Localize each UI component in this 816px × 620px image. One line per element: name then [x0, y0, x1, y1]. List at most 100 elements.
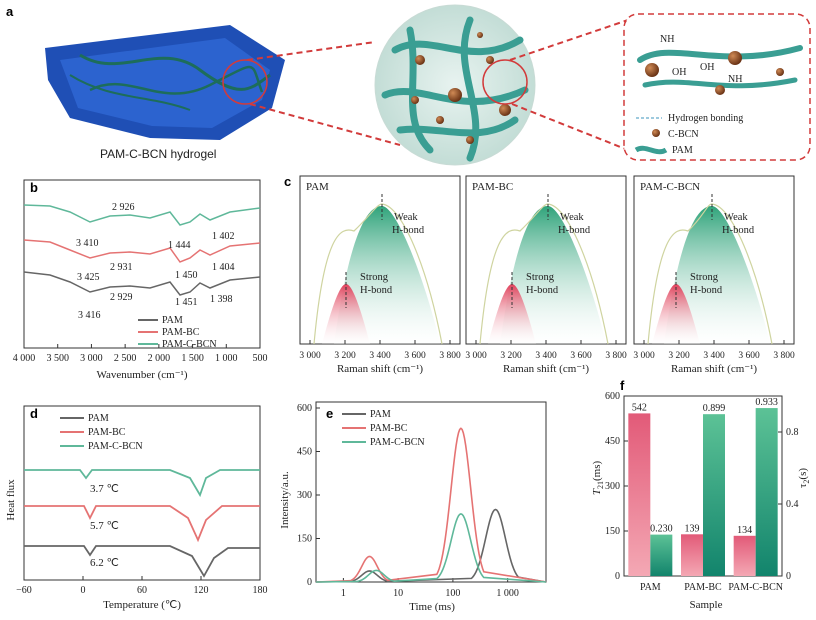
bar-label-tau2: 0.933: [755, 397, 778, 408]
x-tick-label: 0: [81, 585, 86, 596]
curve-pam: [23, 271, 261, 296]
t2-curve-pam-bc: [315, 427, 547, 583]
zoom-line: [509, 19, 629, 61]
panel-f-ylabel-right: τ2(s): [797, 468, 811, 488]
legend-pam-bc: PAM-BC: [162, 327, 200, 338]
strong-label: H-bond: [360, 285, 393, 296]
curve-pam-c-bcn: [23, 204, 261, 226]
y2-tick-label: 0: [786, 571, 791, 582]
y-tick-label: 600: [297, 403, 312, 414]
x-tick-label: 3 500: [46, 353, 69, 364]
x-tick-label: 1 000: [215, 353, 238, 364]
x-tick-label: 2 500: [114, 353, 137, 364]
dsc-curves: [24, 469, 260, 578]
peak-label: 1 444: [168, 240, 191, 251]
x-tick-label: 120: [194, 585, 209, 596]
x-tick-label: 3 400: [535, 351, 557, 361]
weak-label: H-bond: [722, 225, 755, 236]
panel-f-xlabel: Sample: [690, 599, 723, 611]
bar-label-t21: 134: [737, 525, 752, 536]
zoom-line: [511, 103, 629, 151]
x-tick-label: 1 000: [496, 588, 519, 599]
peak-label: 3 425: [77, 272, 100, 283]
curve-pam-bc: [23, 239, 261, 263]
strong-label: H-bond: [526, 285, 559, 296]
x-tick-label: 3 200: [668, 351, 690, 361]
raman-xlabel: Raman shift (cm⁻¹): [671, 363, 757, 375]
nh2-group-label: NH: [728, 74, 742, 85]
bar-label-t21: 542: [632, 402, 647, 413]
panel-e-frame: [315, 401, 547, 583]
curve-pam: [24, 545, 260, 578]
zoom-circle-small: [222, 59, 268, 105]
x-tick-label: 3 000: [633, 351, 655, 361]
x-tick-label: 180: [253, 585, 268, 596]
bar-tau2: [703, 414, 725, 576]
bar-t21: [733, 535, 756, 576]
peak-label: 3 410: [76, 238, 99, 249]
ftir-legend: PAM PAM-BC PAM-C-BCN: [138, 315, 217, 350]
legend-cbcn: C-BCN: [668, 129, 699, 140]
y2-tick-label: 0.8: [786, 427, 799, 438]
x-tick-label: 3 400: [703, 351, 725, 361]
hydrogel-caption: PAM-C-BCN hydrogel: [100, 147, 216, 161]
weak-hbond-peak: [664, 206, 770, 344]
peak-label: 2 929: [110, 292, 133, 303]
x-tick-label: 3 600: [570, 351, 592, 361]
dsc-legend: PAM PAM-BC PAM-C-BCN: [60, 413, 143, 452]
y-tick-label: 450: [605, 436, 620, 447]
bar-label-tau2: 0.230: [650, 524, 673, 535]
panel-e-axes: 0 150 300 450 600 1 10 100 1 000: [297, 401, 547, 599]
strong-label: Strong: [360, 272, 389, 283]
bar-tau2: [755, 408, 778, 576]
raman-subpanel: PAM Weak H-bond Strong H-bond 3 000 3 200 3 400…: [299, 175, 461, 375]
panel-d-frame: [23, 405, 261, 581]
weak-label: H-bond: [392, 225, 425, 236]
legend-pam-c-bcn: PAM-C-BCN: [370, 437, 425, 448]
zoom-line: [249, 103, 401, 146]
x-tick-label: 3 200: [334, 351, 356, 361]
raman-subpanel: PAM-BC Weak H-bond Strong H-bond 3 000 3 200 3 …: [465, 175, 627, 375]
legend-pam: PAM: [672, 145, 693, 156]
peak-label: 2 931: [110, 262, 133, 273]
category-label: PAM: [640, 582, 661, 593]
panel-b-label: b: [30, 180, 38, 195]
curve-pam-c-bcn: [24, 469, 260, 498]
legend-pam-bc: PAM-BC: [370, 423, 408, 434]
dsc-annotation: 5.7 ℃: [90, 520, 119, 532]
x-tick-label: 1: [341, 588, 346, 599]
y-tick-label: 0: [615, 571, 620, 582]
panel-d-xticks: −60 0 60 120 180: [16, 576, 268, 596]
t2-legend: PAM PAM-BC PAM-C-BCN: [342, 409, 425, 448]
hydrogel-photo: [45, 25, 285, 140]
t2-curve-pam: [315, 508, 547, 583]
oh-group-label: OH: [700, 62, 714, 73]
t2-curve-pam-c-bcn: [315, 512, 547, 583]
peak-label: 1 451: [175, 297, 198, 308]
bar-label-tau2: 0.899: [703, 403, 726, 414]
bar-t21: [628, 413, 651, 576]
panel-d-ylabel: Heat flux: [5, 479, 17, 521]
envelope-curve: [313, 203, 443, 345]
x-tick-label: 3 800: [773, 351, 795, 361]
panel-c-label: c: [284, 174, 291, 189]
legend-pam: PAM: [370, 409, 391, 420]
raman-xlabel: Raman shift (cm⁻¹): [337, 363, 423, 375]
raman-subpanel: PAM-C-BCN Weak H-bond Strong H-bond 3 000 3 20…: [633, 175, 795, 375]
dsc-annotation: 3.7 ℃: [90, 483, 119, 495]
panel-b-xticks: 4 000 3 500 3 000 2 500 2 000 1 500 1 000 500: [13, 344, 268, 364]
weak-hbond-peak: [500, 206, 606, 344]
bar-t21: [681, 534, 703, 576]
curve-pam-bc: [24, 505, 260, 543]
strong-label: H-bond: [690, 285, 723, 296]
panel-d-label: d: [30, 406, 38, 421]
y-tick-label: 0: [307, 577, 312, 588]
peak-label: 1 450: [175, 270, 198, 281]
zoom-circle-sphere: [482, 59, 528, 105]
x-tick-label: 4 000: [13, 353, 36, 364]
category-label: PAM-C-BCN: [728, 582, 783, 593]
envelope-curve: [479, 203, 609, 345]
weak-label: H-bond: [558, 225, 591, 236]
x-tick-label: 3 600: [738, 351, 760, 361]
